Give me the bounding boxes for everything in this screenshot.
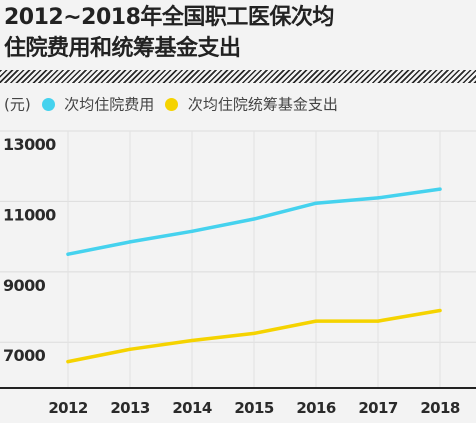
series-1-point <box>128 240 132 244</box>
series-2-point <box>190 338 194 343</box>
series-2-point <box>438 308 442 313</box>
x-tick-label: 2017 <box>358 399 398 417</box>
series-1-point <box>190 229 194 233</box>
x-tick-label: 2012 <box>48 399 88 417</box>
x-tick-label: 2016 <box>296 399 336 417</box>
chart-title-line-2: 住院费用和统筹基金支出 <box>4 36 241 61</box>
y-tick-label: 13000 <box>3 135 56 154</box>
series-1-point <box>314 201 318 205</box>
legend-marker-series-2 <box>165 98 179 111</box>
legend-label-series-1: 次均住院费用 <box>64 95 155 114</box>
hatched-divider <box>0 70 476 83</box>
chart-legend: (元) 次均住院费用 次均住院统筹基金支出 <box>4 92 474 116</box>
legend-label-series-2: 次均住院统筹基金支出 <box>187 95 338 114</box>
series-1-point <box>376 196 380 200</box>
series-2-point <box>128 347 132 351</box>
series-2-point <box>376 319 380 323</box>
unit-label: (元) <box>4 95 31 114</box>
x-tick-label: 2018 <box>420 399 460 417</box>
chart-title: 2012~2018年全国职工医保次均 住院费用和统筹基金支出 <box>4 2 474 64</box>
x-tick-label: 2013 <box>110 399 150 417</box>
series-2-point <box>314 319 318 323</box>
chart-title-line-1: 2012~2018年全国职工医保次均 <box>4 5 334 30</box>
x-tick-label: 2014 <box>172 399 212 417</box>
y-tick-label: 7000 <box>3 346 46 365</box>
series-1-point <box>438 187 442 191</box>
series-2-point <box>252 331 256 336</box>
series-1-point <box>66 252 70 256</box>
legend-marker-series-1 <box>41 98 55 111</box>
x-tick-label: 2015 <box>234 399 274 417</box>
series-2-point <box>66 359 70 364</box>
y-tick-label: 11000 <box>3 205 56 224</box>
series-1-point <box>252 217 256 221</box>
y-tick-label: 9000 <box>3 276 46 295</box>
